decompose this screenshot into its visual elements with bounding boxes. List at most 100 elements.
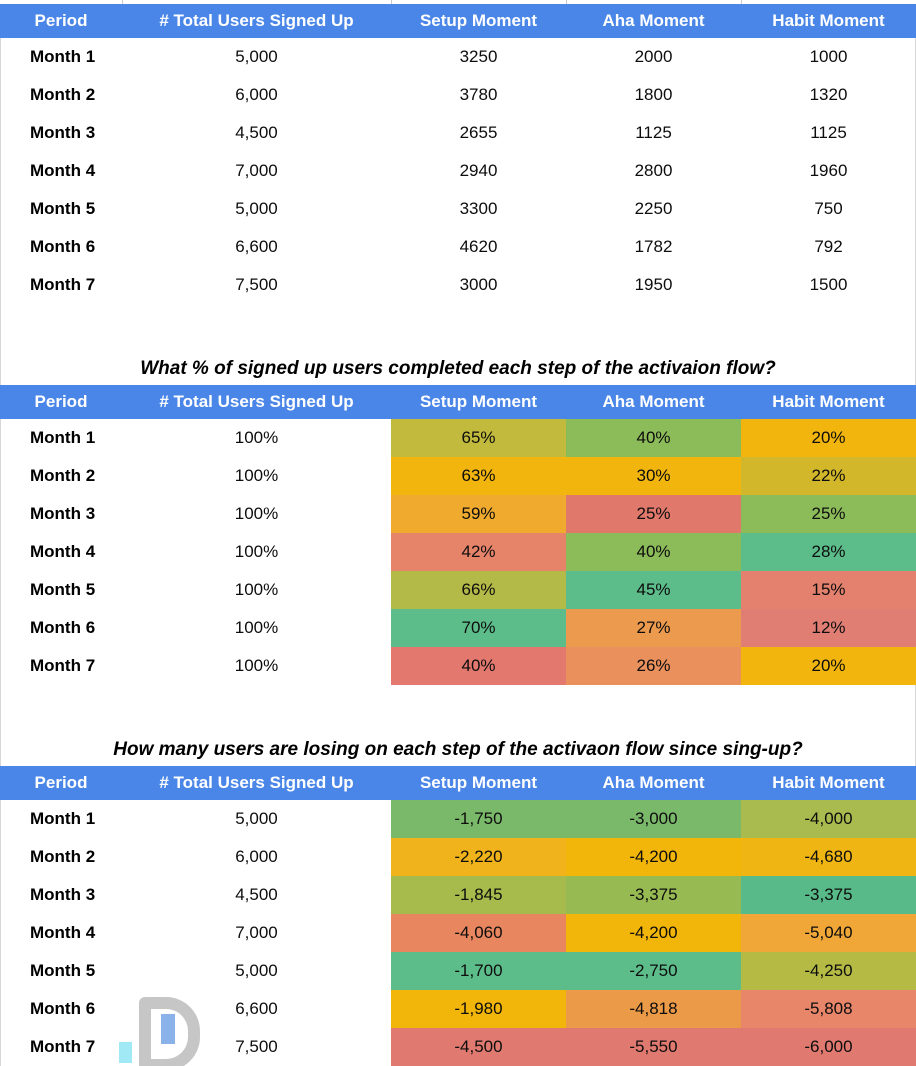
value-cell: 5,000: [235, 961, 278, 980]
column-divider-tick: [391, 0, 392, 4]
value-cell: 40%: [566, 419, 741, 457]
table-row: Month 3 4,500 2655 1125 1125: [0, 114, 916, 152]
period-cell: Month 2: [30, 466, 96, 485]
value-cell: 26%: [566, 647, 741, 685]
value-cell: 4620: [459, 237, 498, 256]
value-cell: 1800: [634, 85, 673, 104]
column-header-setup-moment: Setup Moment: [391, 766, 566, 800]
value-cell: 1782: [634, 237, 673, 256]
value-cell: 6,600: [235, 999, 278, 1018]
period-cell: Month 2: [30, 847, 96, 866]
value-cell: 5,000: [235, 47, 278, 66]
value-cell: 750: [814, 199, 843, 218]
value-cell: 100%: [234, 542, 279, 561]
value-cell: 2800: [634, 161, 673, 180]
value-cell: 7,500: [235, 275, 278, 294]
value-cell: 1500: [809, 275, 848, 294]
value-cell: 1320: [809, 85, 848, 104]
column-header-period: Period: [0, 385, 122, 419]
value-cell: 100%: [234, 504, 279, 523]
period-cell: Month 4: [30, 542, 96, 561]
value-cell: 30%: [566, 457, 741, 495]
table-row: Month 4 7,000 -4,060 -4,200 -5,040: [0, 914, 916, 952]
table-row: Month 6 6,600 -1,980 -4,818 -5,808: [0, 990, 916, 1028]
value-cell: 2940: [459, 161, 498, 180]
table-row: Month 2 100% 63% 30% 22%: [0, 457, 916, 495]
value-cell: -3,000: [566, 800, 741, 838]
value-cell: -4,200: [566, 914, 741, 952]
value-cell: 20%: [741, 647, 916, 685]
value-cell: 7,000: [235, 161, 278, 180]
header-row: Period # Total Users Signed Up Setup Momen…: [0, 766, 916, 800]
table-row: Month 5 5,000 -1,700 -2,750 -4,250: [0, 952, 916, 990]
column-header-aha-moment: Aha Moment: [566, 385, 741, 419]
value-cell: 100%: [234, 428, 279, 447]
table-row: Month 7 100% 40% 26% 20%: [0, 647, 916, 685]
value-cell: 40%: [566, 533, 741, 571]
column-header-setup-moment: Setup Moment: [391, 385, 566, 419]
table-row: Month 3 100% 59% 25% 25%: [0, 495, 916, 533]
period-cell: Month 7: [30, 656, 96, 675]
column-divider-tick: [741, 0, 742, 4]
column-header-total-users-signed-up: # Total Users Signed Up: [122, 385, 391, 419]
period-cell: Month 5: [30, 580, 96, 599]
value-cell: 20%: [741, 419, 916, 457]
column-header-total-users-signed-up: # Total Users Signed Up: [122, 4, 391, 38]
column-header-period: Period: [0, 4, 122, 38]
value-cell: -6,000: [741, 1028, 916, 1066]
value-cell: -4,250: [741, 952, 916, 990]
value-cell: 7,000: [235, 923, 278, 942]
period-cell: Month 4: [30, 161, 96, 180]
column-header-habit-moment: Habit Moment: [741, 385, 916, 419]
table-row: Month 7 7,500 -4,500 -5,550 -6,000: [0, 1028, 916, 1066]
value-cell: 1125: [635, 123, 672, 142]
table-row: Month 1 5,000 3250 2000 1000: [0, 38, 916, 76]
value-cell: 66%: [391, 571, 566, 609]
column-header-aha-moment: Aha Moment: [566, 766, 741, 800]
table-row: Month 7 7,500 3000 1950 1500: [0, 266, 916, 304]
table-raw-user-counts: Period # Total Users Signed Up Setup Momen…: [0, 4, 916, 304]
value-cell: 6,000: [235, 847, 278, 866]
value-cell: 7,500: [235, 1037, 278, 1056]
period-cell: Month 6: [30, 999, 96, 1018]
table-completion-percentages: Period # Total Users Signed Up Setup Momen…: [0, 385, 916, 685]
period-cell: Month 3: [30, 504, 96, 523]
value-cell: -1,845: [391, 876, 566, 914]
section-gap: What % of signed up users completed each…: [0, 304, 916, 385]
value-cell: 1000: [809, 47, 848, 66]
value-cell: 65%: [391, 419, 566, 457]
value-cell: 5,000: [235, 199, 278, 218]
period-cell: Month 7: [30, 1037, 96, 1056]
value-cell: 2655: [459, 123, 498, 142]
value-cell: -4,818: [566, 990, 741, 1028]
value-cell: -3,375: [741, 876, 916, 914]
section-gap: How many users are losing on each step o…: [0, 685, 916, 766]
table-users-lost: Period # Total Users Signed Up Setup Momen…: [0, 766, 916, 1066]
value-cell: 6,600: [235, 237, 278, 256]
blue-bar-icon: [161, 1014, 175, 1044]
value-cell: 25%: [741, 495, 916, 533]
table-row: Month 1 100% 65% 40% 20%: [0, 419, 916, 457]
value-cell: -4,500: [391, 1028, 566, 1066]
period-cell: Month 5: [30, 199, 96, 218]
value-cell: 4,500: [235, 123, 278, 142]
value-cell: 3000: [459, 275, 498, 294]
value-cell: -2,750: [566, 952, 741, 990]
column-divider-tick: [122, 0, 123, 4]
value-cell: -5,550: [566, 1028, 741, 1066]
column-divider-tick: [566, 0, 567, 4]
value-cell: 100%: [234, 580, 279, 599]
value-cell: 100%: [234, 466, 279, 485]
header-row: Period # Total Users Signed Up Setup Momen…: [0, 385, 916, 419]
value-cell: 42%: [391, 533, 566, 571]
value-cell: 25%: [566, 495, 741, 533]
value-cell: 792: [814, 237, 843, 256]
value-cell: 45%: [566, 571, 741, 609]
column-divider-strip: [0, 0, 916, 4]
value-cell: 27%: [566, 609, 741, 647]
value-cell: -1,700: [391, 952, 566, 990]
value-cell: 3300: [459, 199, 498, 218]
cyan-bar-icon: [119, 1042, 132, 1063]
period-cell: Month 2: [30, 85, 96, 104]
